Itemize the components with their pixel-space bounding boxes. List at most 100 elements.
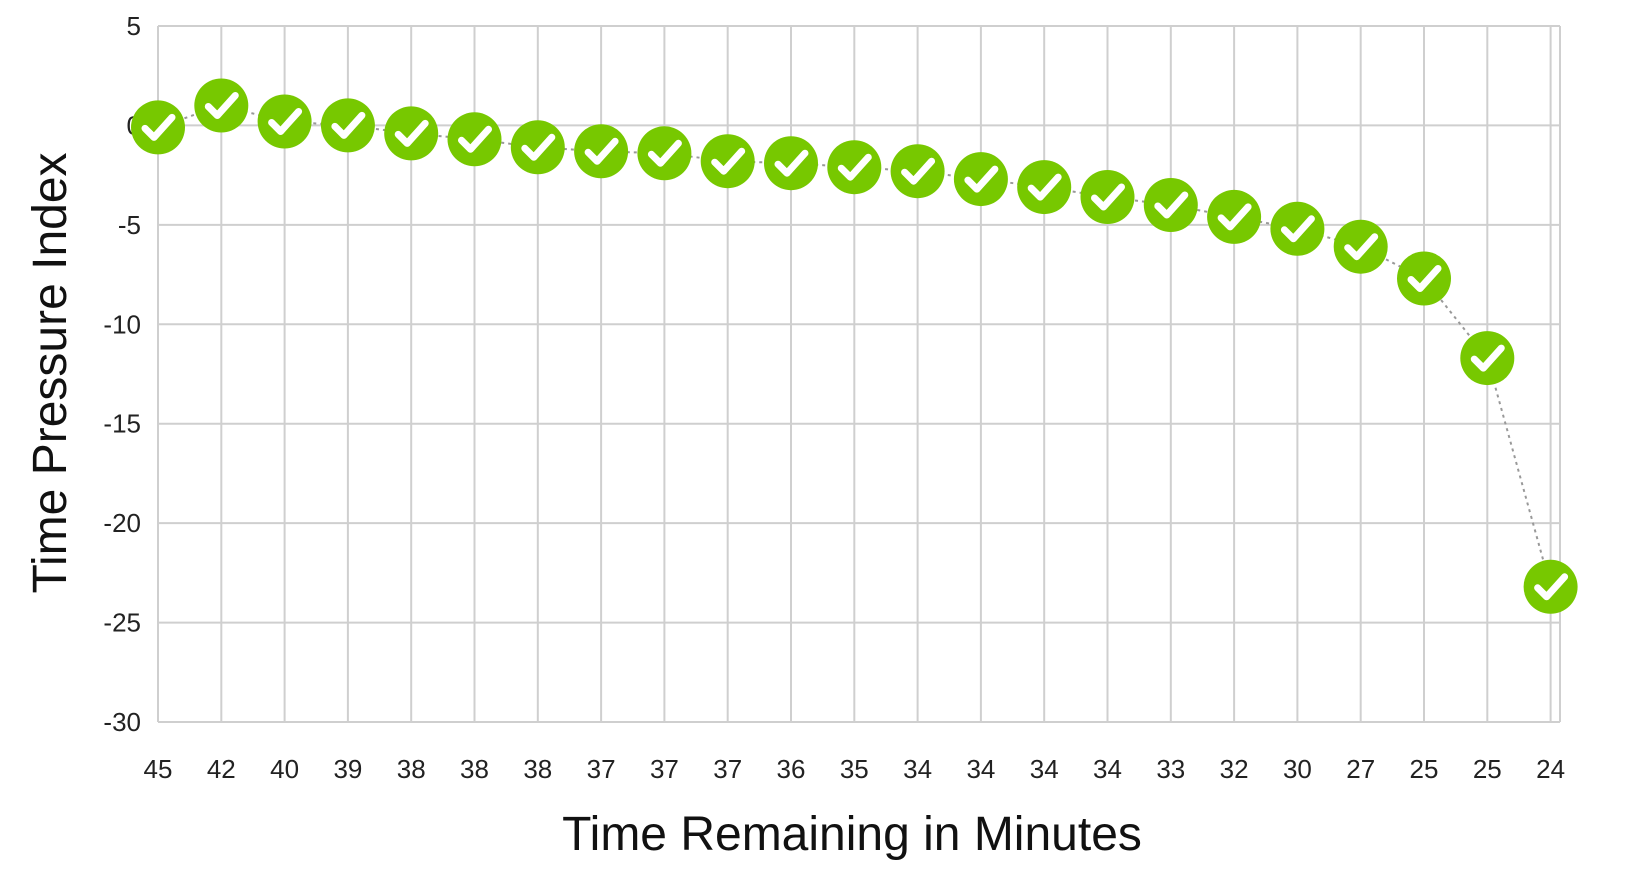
- data-point-marker: [384, 106, 439, 161]
- marker-circle: [131, 100, 185, 155]
- data-point-marker: [320, 98, 375, 153]
- x-tick-label: 37: [650, 754, 679, 784]
- data-point-marker: [1397, 251, 1451, 306]
- checkmark-icon: [141, 113, 176, 141]
- x-tick-label: 37: [713, 754, 742, 784]
- checkmark-icon: [458, 125, 492, 153]
- marker-circle: [827, 140, 882, 195]
- data-point-marker: [194, 78, 249, 133]
- checkmark-icon: [1027, 173, 1062, 201]
- x-tick-label: 39: [333, 754, 362, 784]
- x-tick-label: 40: [270, 754, 299, 784]
- checkmark-icon: [837, 153, 872, 181]
- x-tick-label: 24: [1536, 754, 1565, 784]
- x-tick-label: 45: [144, 754, 173, 784]
- x-tick-label: 34: [1030, 754, 1059, 784]
- marker-circle: [574, 124, 629, 179]
- data-point-marker: [131, 100, 185, 155]
- x-tick-label: 38: [460, 754, 489, 784]
- checkmark-icon: [204, 92, 239, 119]
- data-point-marker: [764, 136, 818, 191]
- x-tick-label: 34: [1093, 754, 1122, 784]
- data-point-marker: [1207, 189, 1262, 244]
- checkmark-icon: [901, 157, 936, 185]
- data-point-marker: [953, 152, 1008, 207]
- checkmark-icon: [1217, 203, 1252, 231]
- y-axis-title: Time Pressure Index: [24, 152, 77, 593]
- y-tick-label: -5: [118, 210, 141, 240]
- checkmark-icon: [268, 108, 303, 135]
- x-tick-label: 32: [1220, 754, 1249, 784]
- checkmark-icon: [964, 165, 999, 193]
- marker-circle: [257, 94, 312, 149]
- x-tick-label: 35: [840, 754, 869, 784]
- x-tick-label: 37: [587, 754, 616, 784]
- x-tick-label: 34: [903, 754, 932, 784]
- checkmark-icon: [647, 139, 682, 167]
- data-point-marker: [257, 94, 312, 149]
- marker-circle: [320, 98, 375, 153]
- marker-circle: [1270, 201, 1325, 256]
- x-tick-label: 33: [1156, 754, 1185, 784]
- marker-circle: [953, 152, 1008, 207]
- checkmark-icon: [774, 149, 809, 177]
- checkmark-icon: [711, 147, 746, 175]
- y-tick-label: -20: [103, 508, 141, 538]
- data-point-marker: [1017, 160, 1072, 215]
- x-tick-label: 30: [1283, 754, 1312, 784]
- marker-circle: [194, 78, 249, 133]
- data-point-marker: [700, 134, 755, 189]
- data-point-marker: [447, 112, 502, 167]
- marker-circle: [700, 134, 755, 189]
- y-axis-ticks: 50-5-10-15-20-25-30: [103, 11, 141, 737]
- marker-circle: [1333, 219, 1388, 274]
- checkmark-icon: [394, 119, 429, 147]
- x-axis-ticks: 45 42 40 39 38 38 38 37 37 37 36 35 34 34 34 34 33 32 30 27…: [144, 754, 1566, 784]
- marker-circle: [1080, 170, 1135, 224]
- marker-circle: [447, 112, 502, 167]
- data-point-marker: [637, 126, 692, 181]
- y-tick-label: -30: [103, 707, 141, 737]
- marker-circle: [637, 126, 692, 181]
- data-point-marker: [1080, 170, 1135, 224]
- marker-circle: [1523, 559, 1578, 614]
- checkmark-icon: [1470, 344, 1505, 372]
- x-tick-label: 38: [397, 754, 426, 784]
- x-tick-label: 42: [207, 754, 236, 784]
- marker-circle: [1207, 189, 1262, 244]
- checkmark-icon: [1407, 265, 1442, 292]
- checkmark-icon: [584, 137, 619, 165]
- x-tick-label: 25: [1473, 754, 1502, 784]
- marker-circle: [384, 106, 439, 161]
- marker-circle: [1460, 331, 1515, 386]
- data-point-marker: [1143, 178, 1198, 232]
- x-tick-label: 34: [966, 754, 995, 784]
- checkmark-icon: [1344, 233, 1379, 261]
- x-tick-label: 27: [1346, 754, 1375, 784]
- data-point-marker: [890, 144, 945, 199]
- data-point-marker: [1460, 331, 1515, 386]
- marker-circle: [1143, 178, 1198, 232]
- x-axis-title: Time Remaining in Minutes: [562, 808, 1142, 861]
- data-point-marker: [510, 120, 565, 175]
- data-point-marker: [827, 140, 882, 195]
- data-point-marker: [1523, 559, 1578, 614]
- checkmark-icon: [1091, 183, 1125, 211]
- checkmark-icon: [521, 133, 556, 161]
- checkmark-icon: [1534, 573, 1569, 601]
- checkmark-icon: [1154, 191, 1189, 219]
- x-tick-label: 38: [523, 754, 552, 784]
- checkmark-icon: [331, 111, 366, 139]
- marker-circle: [510, 120, 565, 175]
- y-tick-label: -25: [103, 608, 141, 638]
- data-point-marker: [1333, 219, 1388, 274]
- marker-circle: [890, 144, 945, 199]
- y-tick-label: -10: [103, 309, 141, 339]
- data-point-marker: [1270, 201, 1325, 256]
- data-point-marker: [574, 124, 629, 179]
- y-tick-label: 5: [127, 11, 141, 41]
- x-tick-label: 36: [777, 754, 806, 784]
- x-tick-label: 25: [1410, 754, 1439, 784]
- marker-circle: [1397, 251, 1451, 306]
